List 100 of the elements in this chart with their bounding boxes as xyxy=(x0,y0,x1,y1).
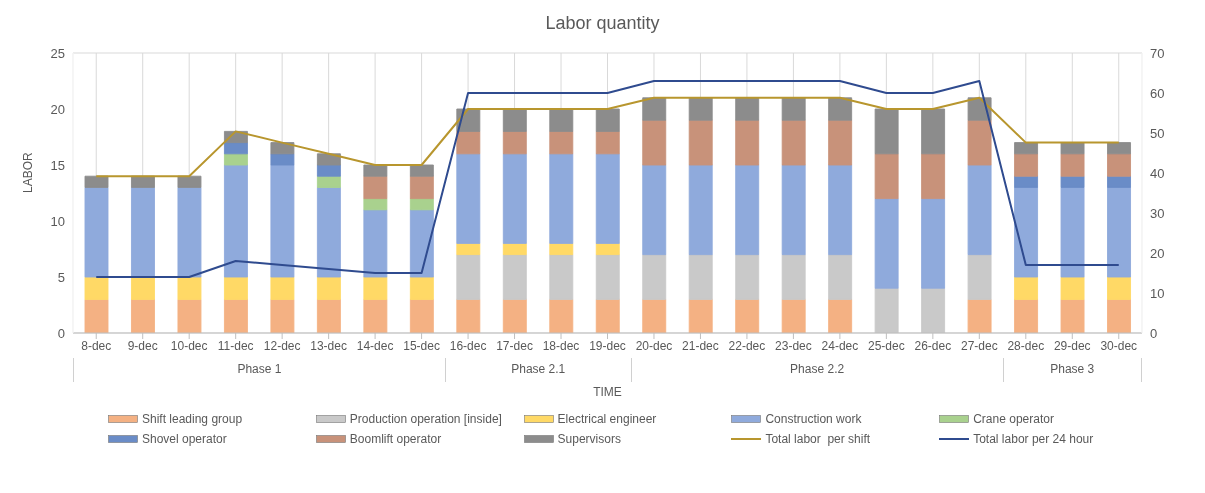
bar xyxy=(874,153,899,200)
bar xyxy=(316,153,341,166)
y-tick-label: 15 xyxy=(50,157,65,173)
bar xyxy=(595,108,620,132)
bar xyxy=(874,198,899,289)
bar xyxy=(502,254,527,300)
bar xyxy=(363,276,388,300)
bar xyxy=(1014,186,1039,278)
bar xyxy=(1107,142,1132,155)
bar xyxy=(921,198,946,289)
y2-tick-label: 20 xyxy=(1150,245,1165,261)
bar xyxy=(688,97,713,121)
x-tick-label: 25-dec xyxy=(868,338,905,353)
bar xyxy=(316,164,341,177)
bar xyxy=(84,298,109,333)
bar xyxy=(502,130,527,155)
x-tick-label: 17-dec xyxy=(496,338,533,353)
bar xyxy=(456,130,481,155)
y-tick-label: 10 xyxy=(50,213,65,229)
x-tick-label: 11-dec xyxy=(217,338,254,353)
bar xyxy=(456,242,481,256)
bar xyxy=(1107,186,1132,278)
legend-label: Shift leading group xyxy=(142,412,243,426)
bar xyxy=(456,254,481,300)
legend-label: Total labor per shift xyxy=(765,432,871,446)
bar xyxy=(270,298,295,333)
y-tick-label: 5 xyxy=(57,269,65,285)
x-tick-label: 30-dec xyxy=(1100,338,1138,353)
y2-tick-label: 30 xyxy=(1150,205,1165,221)
bar xyxy=(735,254,760,300)
bar xyxy=(549,242,574,256)
legend-label: Shovel operator xyxy=(142,432,227,446)
bar xyxy=(735,298,760,333)
y-tick-label: 20 xyxy=(50,101,65,117)
bar xyxy=(363,298,388,333)
x-tick-label: 10-dec xyxy=(170,338,208,353)
bar xyxy=(363,198,388,211)
bar xyxy=(1107,153,1132,177)
bar xyxy=(316,276,341,300)
y2-tick-label: 60 xyxy=(1150,85,1165,101)
bar xyxy=(781,119,806,166)
x-tick-label: 27-dec xyxy=(960,338,998,353)
x-tick-label: 13-dec xyxy=(310,338,347,353)
bar xyxy=(967,164,992,256)
y2-tick-label: 0 xyxy=(1150,325,1158,341)
text: Phase 1 xyxy=(73,358,445,382)
bar xyxy=(828,119,853,166)
bar xyxy=(874,108,899,155)
x-tick-label: 9-dec xyxy=(127,338,158,353)
x-tick-label: 8-dec xyxy=(81,338,112,353)
bar xyxy=(595,242,620,256)
bar xyxy=(1060,153,1085,177)
bar xyxy=(1060,186,1085,278)
bar xyxy=(84,276,109,300)
bar xyxy=(84,186,109,278)
x-tick-label: 26-dec xyxy=(914,338,952,353)
bar xyxy=(316,298,341,333)
legend-label: Total labor per 24 hour xyxy=(973,432,1094,446)
bar xyxy=(409,276,434,300)
legend-label: Crane operator xyxy=(973,412,1054,426)
line-series xyxy=(95,80,1120,278)
bar xyxy=(642,298,667,333)
y-tick-label: 25 xyxy=(50,45,65,61)
bar xyxy=(270,276,295,300)
bar xyxy=(828,164,853,256)
y2-tick-label: 50 xyxy=(1150,125,1165,141)
legend-label: Supervisors xyxy=(557,432,621,446)
bar xyxy=(223,142,248,155)
bar xyxy=(177,186,202,278)
bar xyxy=(456,153,481,244)
bar xyxy=(316,186,341,278)
bar xyxy=(130,276,155,300)
bar xyxy=(456,298,481,333)
bar xyxy=(316,175,341,188)
bar xyxy=(642,119,667,166)
bar xyxy=(595,130,620,155)
text: Phase 3 xyxy=(1002,358,1142,382)
bar xyxy=(270,153,295,166)
legend-label: Electrical engineer xyxy=(557,412,657,426)
bar xyxy=(688,298,713,333)
bar xyxy=(177,298,202,333)
y-axis-title: LABOR xyxy=(21,151,36,193)
bar xyxy=(223,153,248,166)
y-tick-label: 0 xyxy=(57,325,65,341)
bar xyxy=(177,175,202,188)
bar xyxy=(130,175,155,188)
bar xyxy=(223,164,248,278)
bar xyxy=(270,164,295,278)
bar xyxy=(595,254,620,300)
x-tick-label: 19-dec xyxy=(589,338,626,353)
bar xyxy=(223,276,248,300)
chart-title: Labor quantity xyxy=(544,12,661,35)
bar xyxy=(828,97,853,121)
bar xyxy=(595,298,620,333)
bar xyxy=(642,97,667,121)
bar xyxy=(781,298,806,333)
bar xyxy=(363,164,388,177)
bar xyxy=(502,108,527,132)
bar xyxy=(595,153,620,244)
bar xyxy=(1014,276,1039,300)
